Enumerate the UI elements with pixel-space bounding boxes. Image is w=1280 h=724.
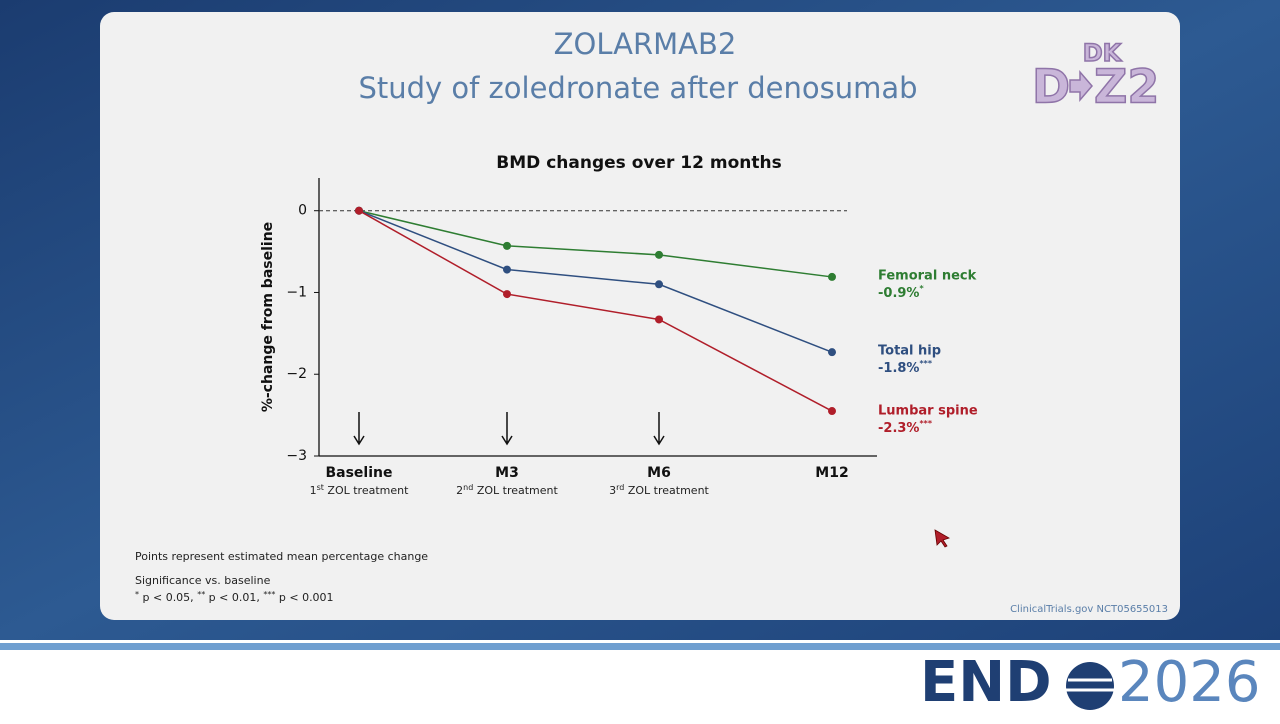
y-tick-label: −1	[286, 284, 307, 300]
y-tick-label: −3	[286, 448, 307, 464]
sig-star: ***	[263, 590, 275, 599]
x-tick-label: M3	[495, 465, 519, 481]
sig-text: p < 0.05,	[139, 591, 197, 604]
point	[655, 250, 663, 259]
logo-right: Z2	[1094, 60, 1159, 114]
treatment-label: 3rd ZOL treatment	[609, 483, 709, 498]
y-tick-label: 0	[298, 203, 307, 219]
y-axis-label: %-change from baseline	[260, 222, 276, 412]
logo-top: DK	[1083, 39, 1123, 67]
logo-arrow	[1069, 69, 1093, 103]
treatment-ordinal: rd	[616, 483, 624, 492]
sig-star: **	[197, 590, 205, 599]
point	[655, 280, 663, 289]
globe-lines	[1066, 678, 1114, 692]
footer-logo-left: END	[920, 650, 1052, 715]
treatment-text: ZOL treatment	[624, 484, 709, 497]
slide-title: ZOLARMAB2	[554, 27, 737, 61]
y-tick-label: −2	[286, 366, 307, 382]
chart: BMD changes over 12 months %-change from…	[260, 153, 978, 497]
significance-key: * p < 0.05, ** p < 0.01, *** p < 0.001	[135, 590, 334, 605]
treatment-number: 1	[310, 484, 317, 497]
x-tick-label: Baseline	[325, 465, 392, 481]
footer-stripe	[0, 643, 1280, 650]
x-tick-label: M6	[647, 465, 671, 481]
end-significance: ***	[919, 359, 932, 368]
point	[355, 206, 363, 215]
end-value: -0.9%	[878, 286, 919, 301]
point	[828, 272, 836, 281]
footer-logo-right: 2026	[1118, 650, 1261, 715]
logo-left: D	[1032, 60, 1070, 114]
end-significance: *	[919, 284, 924, 293]
treatment-ordinal: st	[317, 483, 324, 492]
chart-title: BMD changes over 12 months	[496, 153, 781, 173]
note: Points represent estimated mean percenta…	[135, 550, 428, 563]
series-name: Lumbar spine	[878, 404, 978, 419]
note: Significance vs. baseline	[135, 574, 271, 587]
sig-star: *	[135, 590, 139, 599]
footer-logo: END 2026	[920, 650, 1261, 715]
end-value: -1.8%	[878, 361, 919, 376]
point	[503, 290, 511, 299]
treatment-number: 3	[609, 484, 616, 497]
treatment-text: ZOL treatment	[473, 484, 558, 497]
series-end-label: -2.3%***	[878, 419, 933, 436]
treatment-ordinal: nd	[463, 483, 473, 492]
logo: DK D Z2	[1031, 38, 1160, 114]
globe	[1066, 662, 1114, 710]
treatment-text: ZOL treatment	[324, 484, 409, 497]
treatment-label: 2nd ZOL treatment	[456, 483, 558, 498]
point	[828, 407, 836, 416]
series-end-label: -0.9%*	[878, 284, 924, 301]
sig-text: p < 0.01,	[205, 591, 263, 604]
series-line	[358, 209, 833, 278]
treatment-arrow	[353, 412, 365, 446]
treatment-number: 2	[456, 484, 463, 497]
end-value: -2.3%	[878, 421, 919, 436]
series-end-label: -1.8%***	[878, 359, 933, 376]
series-name: Total hip	[878, 344, 941, 359]
slide-subtitle: Study of zoledronate after denosumab	[358, 71, 917, 105]
cursor	[934, 529, 950, 548]
point	[503, 241, 511, 250]
series-name: Femoral neck	[878, 269, 977, 284]
treatment-arrow	[501, 412, 513, 446]
sig-text: p < 0.001	[275, 591, 333, 604]
series-line	[358, 210, 833, 353]
point	[655, 315, 663, 324]
x-tick-label: M12	[815, 465, 848, 481]
treatment-label: 1st ZOL treatment	[310, 483, 409, 498]
series-line	[358, 210, 833, 412]
point	[503, 265, 511, 274]
point	[828, 348, 836, 357]
end-significance: ***	[919, 419, 932, 428]
treatment-arrow	[653, 412, 665, 446]
footer-band	[0, 640, 1280, 720]
source: ClinicalTrials.gov NCT05655013	[1010, 604, 1168, 615]
